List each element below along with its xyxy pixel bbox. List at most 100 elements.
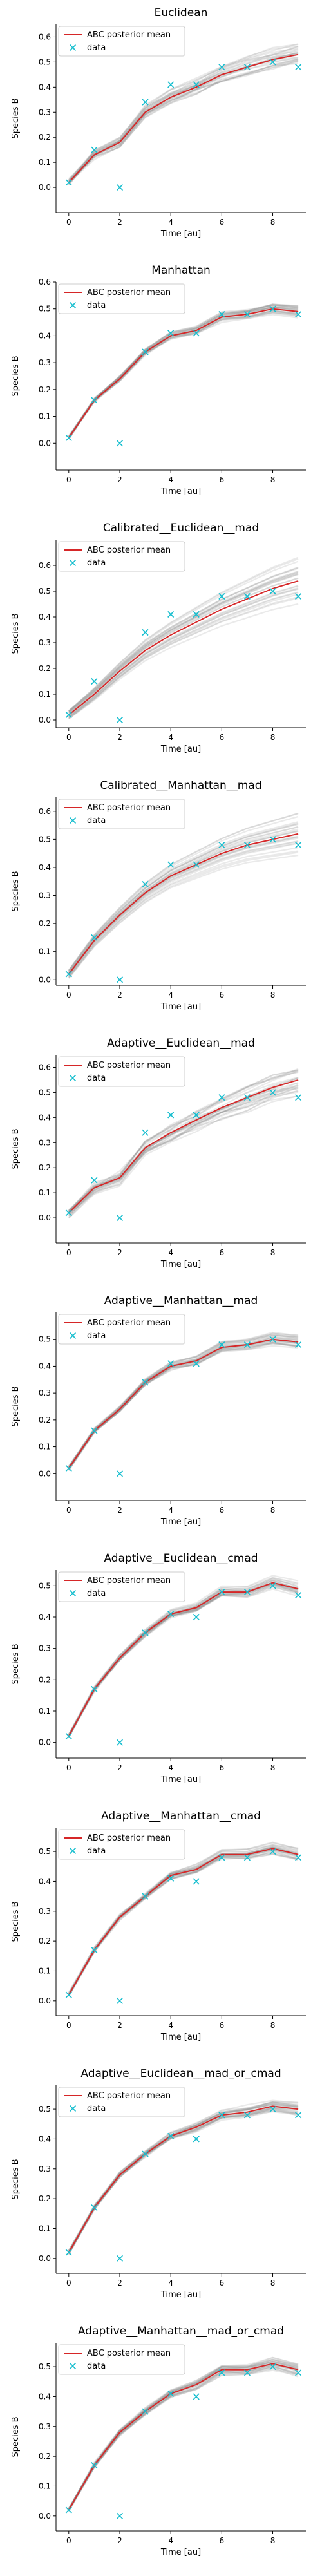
data-point [116,1739,124,1746]
x-tick-label: 2 [117,475,122,484]
sample-trajectory [68,567,299,712]
x-tick-label: 0 [66,218,71,227]
data-point [218,2112,225,2119]
data-point [269,2363,276,2371]
sample-trajectory [68,847,299,978]
sample-trajectory [68,2367,299,2512]
x-axis-label: Time [au] [160,1260,201,1269]
data-point [269,305,276,312]
y-tick-label: 0.2 [39,1675,51,1684]
data-point [218,1341,225,1349]
sample-trajectory [68,577,299,715]
sample-trajectory [68,306,299,440]
sample-trajectory [68,2360,299,2510]
legend-entry-mean: ABC posterior mean [87,1318,171,1328]
sample-trajectory [68,2361,299,2510]
data-point [243,1094,251,1101]
y-tick-label: 0.5 [39,1088,51,1097]
x-tick-label: 8 [270,2278,276,2287]
data-point [167,861,175,868]
posterior-mean-line [68,1079,299,1214]
chart-panel: Adaptive__Manhattan__mad 0 2 4 6 8 0.0 0.1 0.2 0.… [11,1294,306,1527]
sample-trajectory [68,2369,299,2510]
x-tick-label: 2 [117,1763,122,1772]
data-point [91,1685,98,1692]
x-tick-label: 6 [220,990,225,999]
x-tick-label: 6 [220,733,225,742]
sample-trajectory [68,2368,299,2512]
sample-trajectory [68,45,299,180]
data-point [167,1611,175,1618]
sample-trajectory [68,826,299,972]
data-point [142,1893,149,1900]
sample-trajectory [68,311,299,439]
sample-trajectory [68,1578,299,1736]
sample-trajectory [68,1341,299,1470]
data-point [116,716,124,724]
x-tick-label: 4 [168,218,173,227]
sample-trajectory [68,812,299,971]
sample-trajectory [68,2099,299,2251]
data-point [243,842,251,849]
data-point [218,64,225,71]
y-tick-label: 0.2 [39,664,51,673]
x-tick-label: 8 [270,2536,276,2545]
chart-panel: Adaptive__Euclidean__mad_or_cmad 0 2 4 6 8 0.0… [11,2067,306,2300]
sample-trajectory [68,2110,299,2253]
sample-trajectory [68,306,299,439]
sample-trajectory [68,2361,299,2510]
sample-trajectory [68,49,299,185]
sample-trajectory [68,2103,299,2252]
data-point [295,1341,302,1349]
data-point [218,1854,225,1861]
sample-trajectory [68,828,299,974]
x-tick-label: 2 [117,1506,122,1515]
posterior-mean-line [68,833,299,975]
sample-trajectory [68,842,299,978]
chart-title: Calibrated__Euclidean__mad [103,522,259,535]
legend-box [58,283,185,314]
data-point [193,2393,200,2400]
sample-trajectory [68,566,299,714]
data-point [295,64,302,71]
legend-marker-swatch [69,2362,77,2370]
sample-trajectory [68,574,299,715]
y-axis-label: Species B [11,1128,21,1169]
sample-trajectory [68,850,299,977]
x-axis-label: Time [au] [160,2548,201,2557]
y-tick-label: 0.0 [39,1996,51,2005]
y-axis-label: Species B [11,2159,21,2199]
y-tick-label: 0.5 [39,1335,51,1344]
sample-trajectory [68,830,299,975]
y-tick-label: 0.4 [39,82,51,91]
data-point [218,592,225,600]
chart-title: Adaptive__Euclidean__mad [107,1037,255,1050]
sample-trajectory [68,1580,299,1736]
y-tick-label: 0.1 [39,2481,51,2490]
sample-trajectory [68,854,299,979]
data-point [269,1336,276,1343]
data-point [243,2112,251,2119]
data-point [243,2369,251,2376]
data-point [167,2132,175,2139]
sample-trajectory [68,1844,299,1995]
data-point [193,1360,200,1367]
sample-trajectory [68,303,299,438]
y-tick-label: 0.4 [39,612,51,621]
data-point [116,1470,124,1477]
x-axis-label: Time [au] [160,1775,201,1785]
sample-trajectory [68,1341,299,1471]
x-tick-label: 8 [270,990,276,999]
posterior-mean-line [68,2105,299,2253]
data-point [243,1341,251,1349]
sample-trajectory [68,58,299,182]
legend-box [58,799,185,829]
y-tick-label: 0.6 [39,278,51,287]
data-point [243,310,251,318]
data-point [116,440,124,447]
legend: ABC posterior mean data [58,1571,185,1602]
y-tick-label: 0.5 [39,835,51,844]
legend-entry-data: data [87,558,106,568]
y-tick-label: 0.6 [39,1063,51,1072]
sample-trajectory [68,1338,299,1470]
